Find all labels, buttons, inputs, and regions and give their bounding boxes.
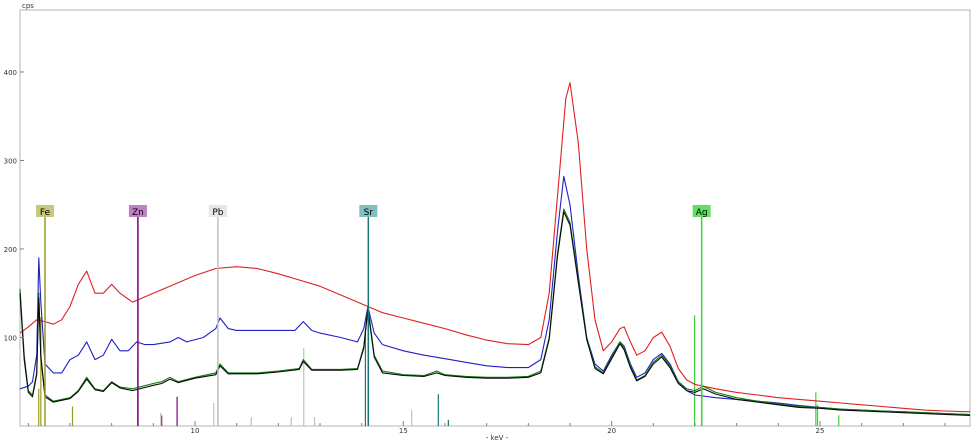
series-layer bbox=[19, 82, 971, 416]
marker-box-zn bbox=[128, 205, 147, 217]
y-axis: 100 200 300 400 bbox=[4, 69, 24, 342]
x-axis-title: - keV - bbox=[486, 434, 509, 442]
marker-label-sr: Sr bbox=[364, 208, 374, 218]
x-tick-label: 15 bbox=[399, 427, 408, 435]
spectrum-series-3 bbox=[19, 208, 971, 416]
x-tick-label: 20 bbox=[607, 427, 616, 435]
marker-label-ag: Ag bbox=[696, 208, 708, 218]
y-axis-title: cps bbox=[22, 2, 34, 10]
x-axis: 10 15 20 25 bbox=[27, 421, 946, 435]
marker-box-ag bbox=[692, 205, 711, 217]
spectrum-series-4 bbox=[19, 211, 971, 416]
y-tick-label: 100 bbox=[4, 334, 17, 342]
marker-label-zn: Zn bbox=[132, 208, 144, 218]
element-markers: Fe Zn Pb Sr Ag bbox=[36, 205, 711, 426]
marker-label-fe: Fe bbox=[40, 208, 51, 218]
spectrum-series-2 bbox=[19, 175, 971, 416]
plot-frame bbox=[19, 9, 971, 427]
marker-box-sr bbox=[359, 205, 378, 217]
x-tick-label: 25 bbox=[816, 427, 825, 435]
y-tick-label: 200 bbox=[4, 246, 17, 254]
x-tick-label: 10 bbox=[191, 427, 200, 435]
spectrum-series-1 bbox=[19, 82, 971, 413]
marker-box-pb bbox=[208, 205, 227, 217]
y-tick-label: 400 bbox=[4, 69, 17, 77]
marker-label-pb: Pb bbox=[212, 208, 223, 218]
marker-box-fe bbox=[36, 205, 54, 217]
y-tick-label: 300 bbox=[4, 157, 17, 165]
